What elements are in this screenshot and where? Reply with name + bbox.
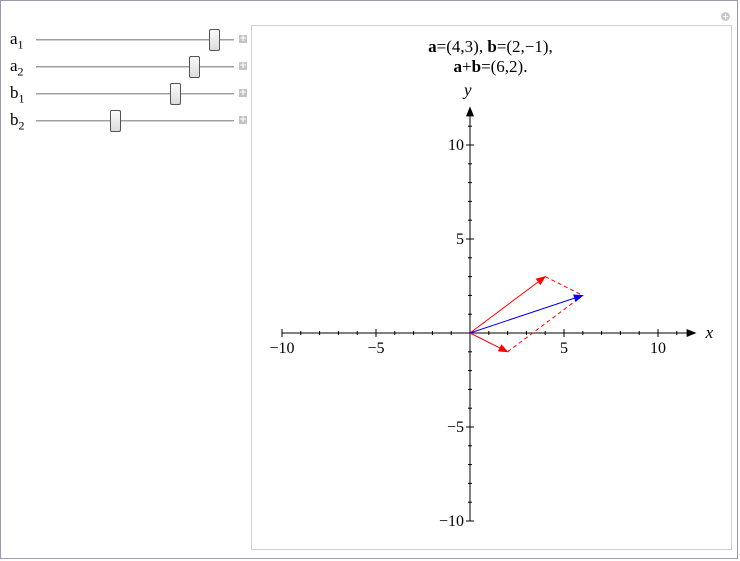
slider-label: a1 <box>10 29 24 52</box>
slider-thumb[interactable] <box>209 29 221 51</box>
vector-a-value: =(4,3), <box>436 37 488 56</box>
slider-track[interactable] <box>36 56 234 78</box>
slider-label: b1 <box>10 83 25 106</box>
title-line-2: a+b=(6,2). <box>251 57 730 77</box>
slider-track[interactable] <box>36 29 234 51</box>
plot-title: a=(4,3), b=(2,−1), a+b=(6,2). <box>251 37 730 77</box>
plus-sign: + <box>462 57 472 76</box>
slider-a2: a2 + <box>8 56 253 78</box>
plot-area <box>251 25 732 550</box>
sum-b-label: b <box>471 57 482 76</box>
expand-icon[interactable]: + <box>239 115 247 125</box>
title-line-1: a=(4,3), b=(2,−1), <box>251 37 730 57</box>
slider-b1: b1 + <box>8 83 253 105</box>
slider-thumb[interactable] <box>189 56 201 78</box>
slider-thumb[interactable] <box>169 83 181 105</box>
expand-icon[interactable]: + <box>239 88 247 98</box>
slider-track[interactable] <box>36 83 234 105</box>
sum-value: =(6,2). <box>481 57 528 76</box>
slider-track[interactable] <box>36 110 234 132</box>
expand-icon[interactable]: + <box>239 61 247 71</box>
vector-a-label: a <box>428 37 437 56</box>
slider-b2: b2 + <box>8 110 253 132</box>
sum-a-label: a <box>453 57 463 76</box>
slider-thumb[interactable] <box>110 110 122 132</box>
slider-a1: a1 + <box>8 29 253 51</box>
vector-b-value: =(2,−1), <box>496 37 553 56</box>
slider-label: a2 <box>10 56 24 79</box>
expand-icon[interactable]: + <box>239 34 247 44</box>
vector-b-label: b <box>487 37 497 56</box>
slider-label: b2 <box>10 110 25 133</box>
options-icon[interactable]: + <box>721 12 730 21</box>
